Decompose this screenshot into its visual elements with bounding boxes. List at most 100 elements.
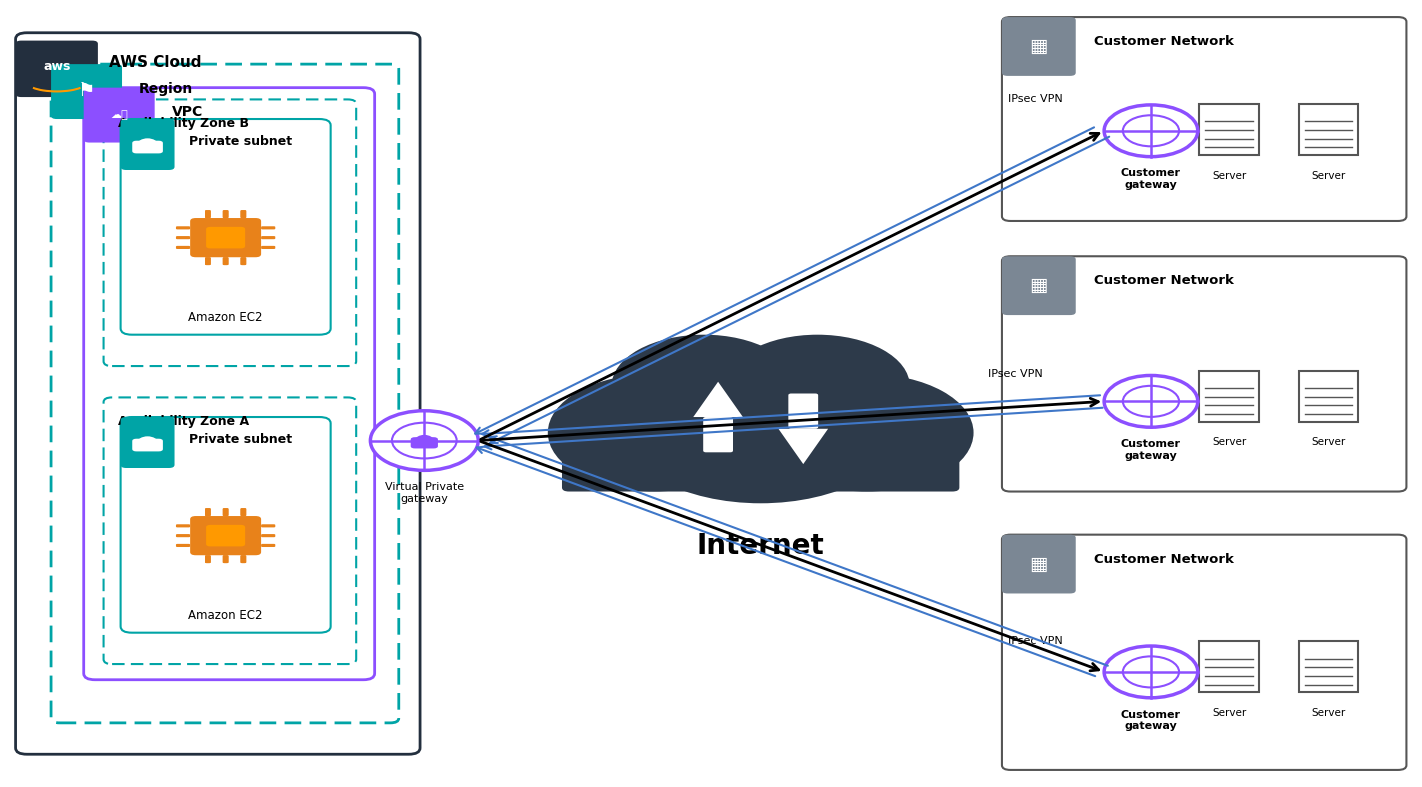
FancyBboxPatch shape [1199,641,1258,693]
FancyBboxPatch shape [1298,371,1358,422]
FancyBboxPatch shape [1003,257,1075,315]
FancyBboxPatch shape [223,556,229,563]
Polygon shape [778,429,828,464]
FancyBboxPatch shape [205,556,210,563]
FancyBboxPatch shape [1003,17,1075,76]
Text: Server: Server [1311,438,1345,448]
Circle shape [761,374,974,492]
FancyBboxPatch shape [176,227,191,229]
FancyBboxPatch shape [206,525,245,546]
Text: Server: Server [1212,438,1246,448]
Text: Customer
gateway: Customer gateway [1121,439,1180,460]
FancyBboxPatch shape [176,524,191,527]
FancyBboxPatch shape [704,417,732,453]
FancyBboxPatch shape [262,524,276,527]
Text: Server: Server [1212,708,1246,718]
Text: Availability Zone A: Availability Zone A [118,415,249,427]
FancyBboxPatch shape [205,508,210,516]
FancyBboxPatch shape [262,544,276,547]
FancyBboxPatch shape [206,227,245,249]
FancyBboxPatch shape [205,210,210,218]
FancyBboxPatch shape [223,257,229,265]
FancyBboxPatch shape [262,227,276,229]
FancyBboxPatch shape [205,257,210,265]
FancyBboxPatch shape [240,257,246,265]
Text: AWS Cloud: AWS Cloud [109,55,202,70]
FancyBboxPatch shape [176,544,191,547]
Circle shape [1103,646,1197,698]
Text: ▦: ▦ [1030,276,1048,295]
Text: Server: Server [1311,171,1345,181]
FancyBboxPatch shape [84,87,155,142]
Circle shape [1103,105,1197,157]
FancyBboxPatch shape [205,508,210,516]
FancyBboxPatch shape [223,556,229,563]
FancyBboxPatch shape [240,556,246,563]
Circle shape [547,374,761,492]
Text: Availability Zone B: Availability Zone B [118,116,249,130]
Text: ▦: ▦ [1030,555,1048,574]
Text: Private subnet: Private subnet [189,135,292,149]
FancyBboxPatch shape [205,257,210,265]
FancyBboxPatch shape [132,438,164,452]
FancyBboxPatch shape [223,508,229,516]
FancyBboxPatch shape [1298,104,1358,155]
FancyBboxPatch shape [262,246,276,249]
Text: Server: Server [1212,171,1246,181]
FancyBboxPatch shape [205,210,210,218]
Text: Customer Network: Customer Network [1094,552,1234,566]
FancyBboxPatch shape [223,210,229,218]
Text: Region: Region [139,82,193,96]
Circle shape [619,346,903,504]
FancyBboxPatch shape [1003,534,1406,770]
Circle shape [611,334,796,437]
FancyBboxPatch shape [1003,17,1406,221]
Text: VPC: VPC [172,105,203,120]
FancyBboxPatch shape [16,41,98,97]
Text: Customer Network: Customer Network [1094,35,1234,48]
FancyBboxPatch shape [262,236,276,239]
FancyBboxPatch shape [176,236,191,239]
Text: Amazon EC2: Amazon EC2 [188,311,263,324]
FancyBboxPatch shape [132,141,164,153]
FancyBboxPatch shape [121,417,175,468]
Text: aws: aws [43,60,71,72]
FancyBboxPatch shape [240,257,246,265]
FancyBboxPatch shape [176,246,191,249]
Text: IPsec VPN: IPsec VPN [988,369,1044,379]
FancyBboxPatch shape [1003,257,1406,492]
Text: Customer
gateway: Customer gateway [1121,168,1180,190]
FancyBboxPatch shape [788,394,818,429]
FancyBboxPatch shape [1199,371,1258,422]
Text: IPsec VPN: IPsec VPN [1008,94,1064,105]
Text: ☁🔒: ☁🔒 [111,110,128,120]
FancyBboxPatch shape [223,508,229,516]
FancyBboxPatch shape [562,421,960,492]
FancyBboxPatch shape [176,534,191,538]
FancyBboxPatch shape [1199,104,1258,155]
FancyBboxPatch shape [223,210,229,218]
FancyBboxPatch shape [262,534,276,538]
FancyBboxPatch shape [240,210,246,218]
Circle shape [1103,375,1197,427]
Text: Private subnet: Private subnet [189,434,292,446]
FancyBboxPatch shape [411,437,438,449]
Circle shape [725,334,910,437]
Text: Amazon EC2: Amazon EC2 [188,609,263,622]
Text: Customer
gateway: Customer gateway [1121,710,1180,731]
Text: Server: Server [1311,708,1345,718]
Text: ▦: ▦ [1030,37,1048,56]
FancyBboxPatch shape [205,556,210,563]
FancyBboxPatch shape [1298,641,1358,693]
Text: Virtual Private
gateway: Virtual Private gateway [385,482,464,504]
Polygon shape [694,382,742,417]
Circle shape [370,411,478,471]
Text: Customer Network: Customer Network [1094,275,1234,287]
Text: ⚑: ⚑ [78,82,95,101]
Text: Internet: Internet [697,533,825,560]
FancyBboxPatch shape [240,210,246,218]
FancyBboxPatch shape [191,516,262,556]
FancyBboxPatch shape [1003,534,1075,593]
FancyBboxPatch shape [240,556,246,563]
FancyBboxPatch shape [51,64,122,119]
